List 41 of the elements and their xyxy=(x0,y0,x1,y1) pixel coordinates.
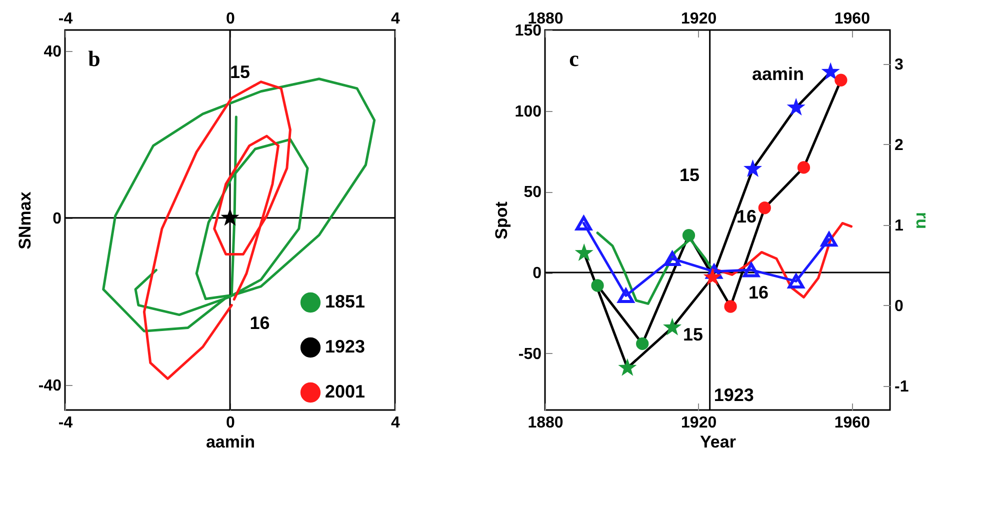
x2-tick-label: 0 xyxy=(226,414,236,432)
y-axis-title: Spot xyxy=(492,201,511,240)
legend-label: 2001 xyxy=(325,382,366,402)
y2-tick-label: 3 xyxy=(894,56,904,74)
x-tick-label: 4 xyxy=(391,10,400,28)
x2-tick-label: 1960 xyxy=(834,414,870,432)
annotation: aamin xyxy=(752,64,804,84)
annotation: 16 xyxy=(250,313,270,333)
x-axis-title: aamin xyxy=(206,432,256,452)
y-tick-label: -40 xyxy=(38,377,62,394)
y-tick-label: 0 xyxy=(532,265,542,282)
legend-label: 1851 xyxy=(325,292,366,312)
x-tick-label: 1960 xyxy=(834,10,870,28)
x2-tick-label: 1880 xyxy=(528,414,564,432)
annotation: 15 xyxy=(683,324,704,344)
x2-tick-label: 4 xyxy=(391,414,400,432)
y-tick-label: 40 xyxy=(44,43,62,60)
x-tick-label: -4 xyxy=(58,10,73,28)
y-tick-label: -50 xyxy=(518,346,542,363)
x2-tick-label: -4 xyxy=(58,414,73,432)
x-tick-label: 1920 xyxy=(681,10,717,28)
annotation: 16 xyxy=(748,282,769,303)
legend-label: 1923 xyxy=(325,336,366,356)
annotation: b xyxy=(88,46,100,71)
y-tick-label: 50 xyxy=(524,184,542,202)
annotation: 15 xyxy=(680,164,700,185)
y2-tick-label: -1 xyxy=(894,378,909,396)
y2-tick-label: 0 xyxy=(894,298,904,315)
y2-axis-title: ru xyxy=(912,212,932,229)
annotation: 16 xyxy=(736,206,757,227)
ref-line-label: 1923 xyxy=(714,385,754,405)
x-tick-label: 0 xyxy=(226,10,236,28)
annotation: 15 xyxy=(230,62,250,82)
y-tick-label: 100 xyxy=(514,103,542,120)
y2-tick-label: 1 xyxy=(894,217,904,234)
x2-tick-label: 1920 xyxy=(681,414,717,432)
x-axis-title: Year xyxy=(700,432,736,452)
y-tick-label: 0 xyxy=(52,210,62,228)
y-axis-title: SNmax xyxy=(15,191,34,250)
y2-tick-label: 2 xyxy=(894,136,904,154)
annotation: c xyxy=(569,46,580,71)
